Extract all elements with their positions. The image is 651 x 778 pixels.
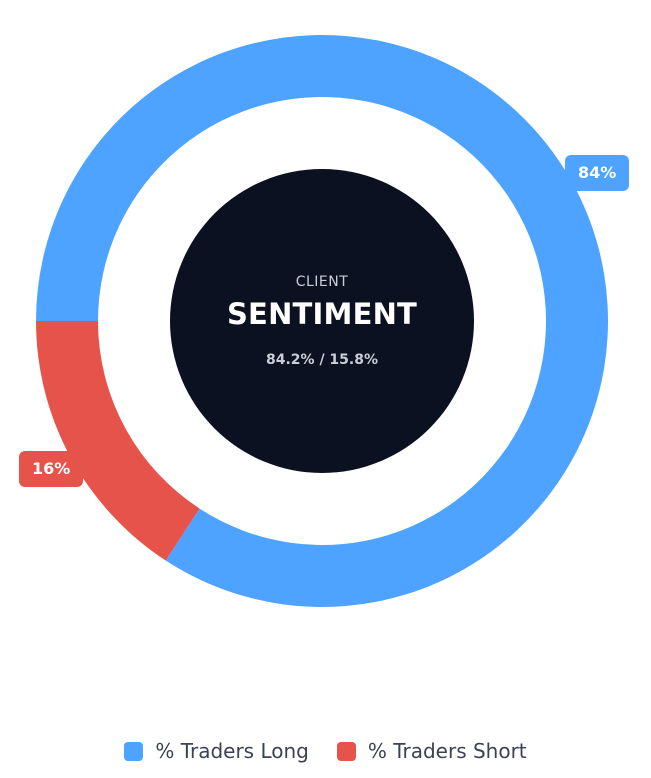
legend-label-long: % Traders Long (155, 739, 309, 763)
legend-item-short[interactable]: % Traders Short (336, 739, 527, 763)
center-subtitle: CLIENT (295, 274, 349, 290)
legend-item-long[interactable]: % Traders Long (124, 739, 309, 763)
legend-swatch-short (336, 741, 356, 761)
center-title: SENTIMENT (226, 297, 418, 331)
slice-label-long: 84% (565, 155, 630, 191)
center-ratio: 84.2% / 15.8% (266, 352, 378, 368)
slice-label-short: 16% (19, 451, 84, 487)
donut-slices (36, 35, 608, 608)
chart-legend: % Traders Long % Traders Short (0, 736, 651, 766)
legend-label-short: % Traders Short (367, 739, 527, 763)
donut-chart (36, 35, 608, 608)
slice-short[interactable] (36, 321, 200, 561)
center-circle (170, 169, 474, 473)
legend-swatch-long (124, 741, 144, 761)
